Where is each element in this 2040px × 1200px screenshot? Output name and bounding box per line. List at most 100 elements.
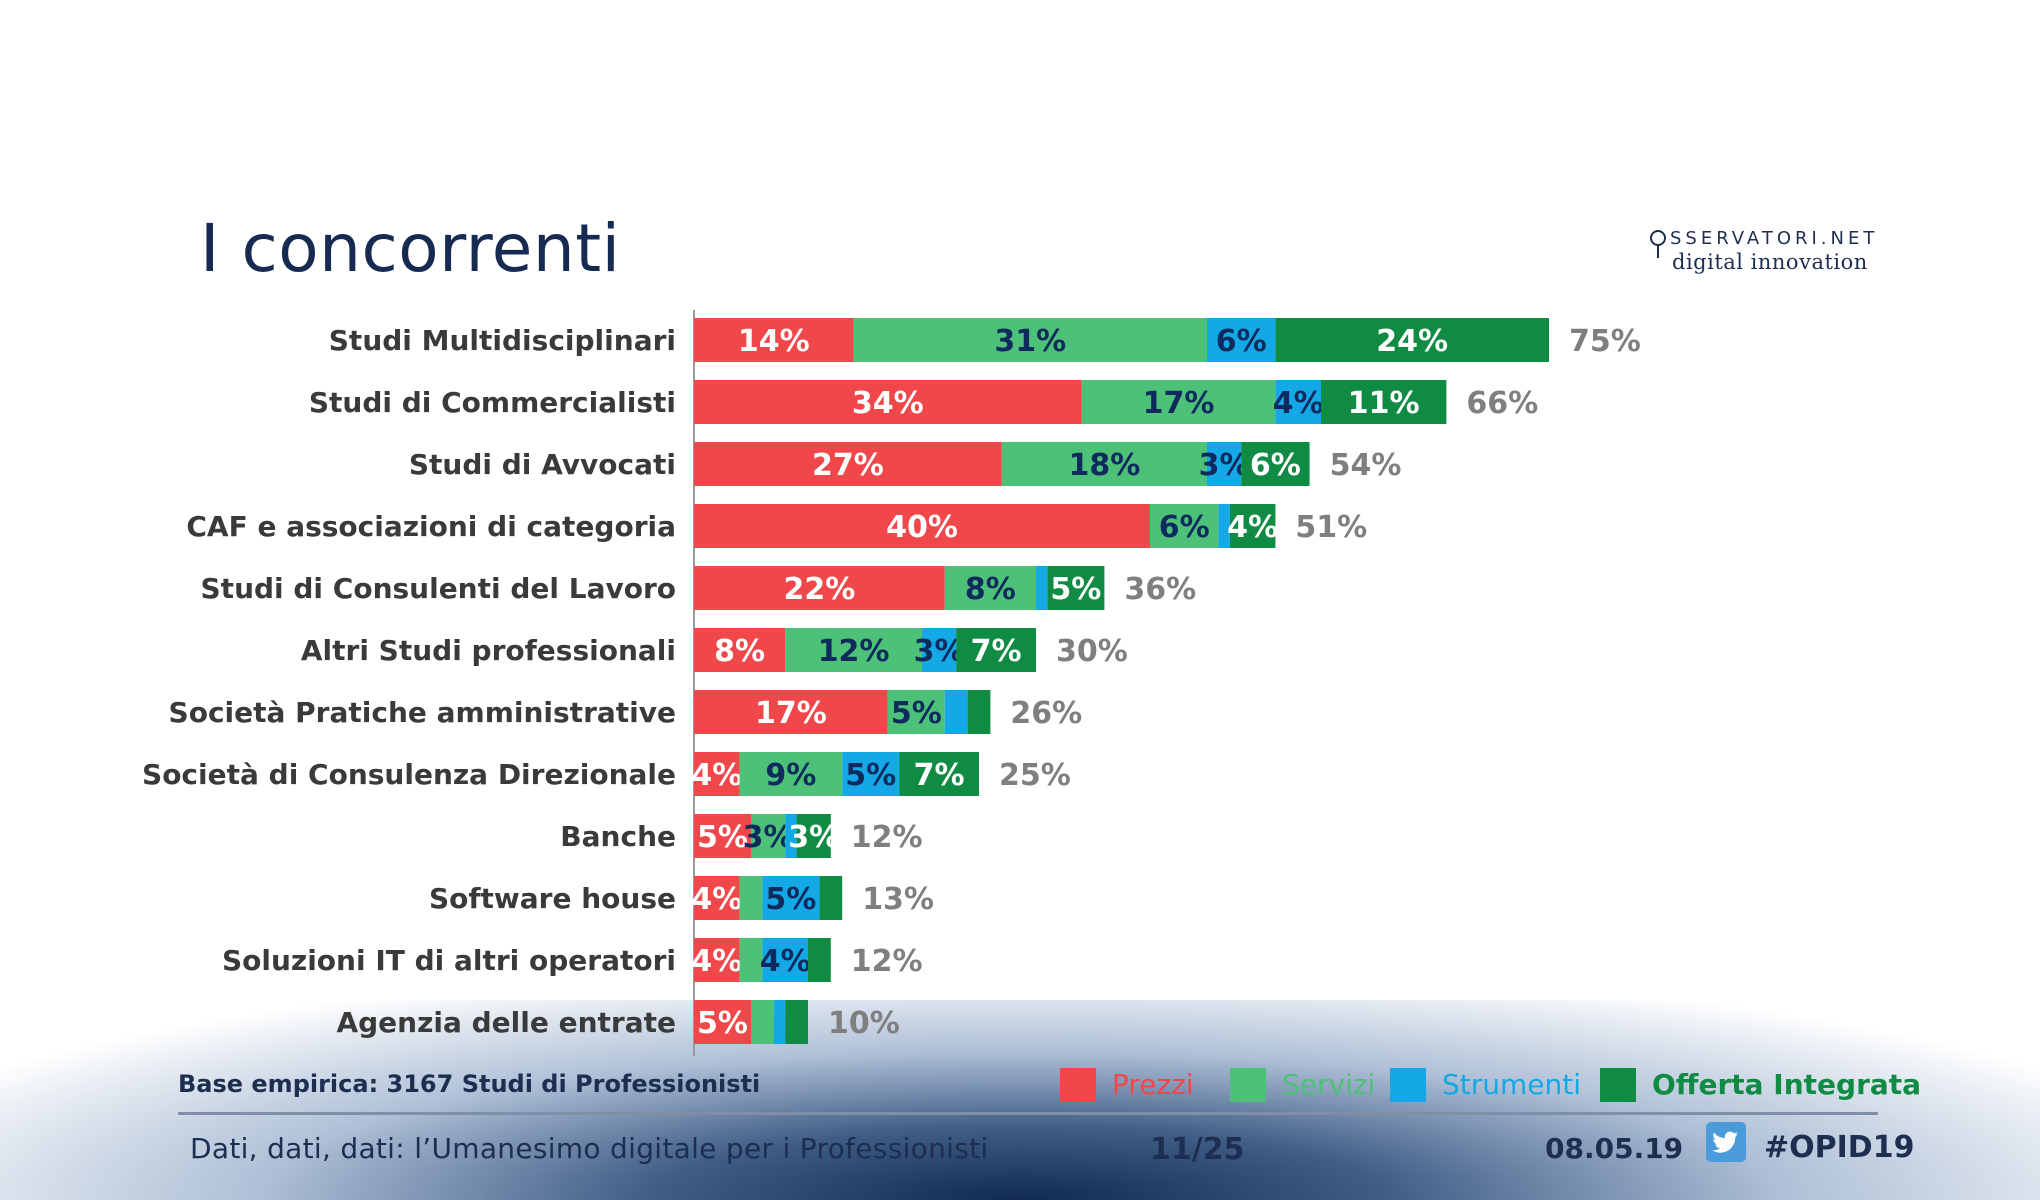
bar-segment bbox=[1036, 566, 1048, 610]
bar-segment bbox=[1081, 380, 1276, 424]
bar-segment bbox=[762, 876, 820, 920]
category-label: CAF e associazioni di categoria bbox=[186, 510, 676, 543]
bar-segment bbox=[739, 938, 763, 982]
segment-value-label: 8% bbox=[965, 572, 1016, 607]
segment-value-label: 12% bbox=[818, 634, 890, 669]
segment-value-label: 7% bbox=[971, 634, 1022, 669]
footer-divider bbox=[178, 1112, 1878, 1115]
osservatori-logo: SSERVATORI.NET digital innovation bbox=[1650, 226, 1880, 296]
segment-value-label: 5% bbox=[765, 882, 816, 917]
segment-value-label: 17% bbox=[1143, 386, 1215, 421]
category-label: Altri Studi professionali bbox=[301, 634, 676, 667]
segment-value-label: 22% bbox=[783, 572, 855, 607]
segment-value-label: 4% bbox=[760, 944, 811, 979]
category-label: Agenzia delle entrate bbox=[336, 1006, 676, 1039]
bar-segment bbox=[819, 876, 843, 920]
segment-value-label: 3% bbox=[788, 820, 839, 855]
segment-value-label: 3% bbox=[1199, 448, 1250, 483]
legend-label-strumenti: Strumenti bbox=[1442, 1068, 1582, 1101]
bar-segment bbox=[887, 690, 945, 734]
bar-segment bbox=[1218, 504, 1230, 548]
segment-value-label: 6% bbox=[1250, 448, 1301, 483]
total-value-label: 12% bbox=[851, 944, 923, 979]
category-label: Società di Consulenza Direzionale bbox=[142, 758, 676, 791]
bar-segment bbox=[694, 752, 740, 796]
page-number: 11/25 bbox=[1150, 1132, 1245, 1167]
footer-background bbox=[0, 1000, 2040, 1200]
bar-segment bbox=[694, 690, 888, 734]
segment-value-label: 17% bbox=[755, 696, 827, 731]
segment-value-label: 5% bbox=[697, 1006, 748, 1041]
category-label: Studi di Commercialisti bbox=[309, 386, 676, 419]
category-label: Soluzioni IT di altri operatori bbox=[222, 944, 676, 977]
bar-segment bbox=[1275, 318, 1549, 362]
legend-swatch-prezzi bbox=[1060, 1068, 1096, 1102]
bar-segment bbox=[1207, 442, 1242, 486]
segment-value-label: 4% bbox=[691, 944, 742, 979]
category-label: Banche bbox=[560, 820, 676, 853]
segment-value-label: 14% bbox=[738, 324, 810, 359]
bar-segment bbox=[1207, 318, 1276, 362]
bar-segment bbox=[1229, 504, 1276, 548]
bar-segment bbox=[967, 690, 991, 734]
segment-value-label: 4% bbox=[1227, 510, 1278, 545]
total-value-label: 30% bbox=[1056, 634, 1128, 669]
bar-segment bbox=[739, 752, 843, 796]
segment-value-label: 18% bbox=[1068, 448, 1140, 483]
bar-segment bbox=[773, 1000, 786, 1044]
bar-segment bbox=[785, 814, 797, 858]
bar-segment bbox=[922, 628, 957, 672]
logo-pin-icon bbox=[1657, 246, 1659, 258]
segment-value-label: 11% bbox=[1348, 386, 1420, 421]
bar-segment bbox=[694, 938, 740, 982]
base-empirica: Base empirica: 3167 Studi di Professioni… bbox=[178, 1070, 761, 1098]
bar-segment bbox=[694, 318, 854, 362]
hashtag: #OPID19 bbox=[1764, 1130, 1915, 1165]
bar-segment bbox=[1321, 380, 1447, 424]
segment-value-label: 31% bbox=[994, 324, 1066, 359]
legend-swatch-servizi bbox=[1230, 1068, 1266, 1102]
bar-segment bbox=[899, 752, 979, 796]
footer-event-title: Dati, dati, dati: l’Umanesimo digitale p… bbox=[190, 1132, 989, 1165]
bar-segment bbox=[751, 1000, 774, 1044]
slide-date: 08.05.19 bbox=[1545, 1132, 1684, 1165]
category-label: Studi Multidisciplinari bbox=[329, 324, 676, 357]
bar-segment bbox=[694, 814, 751, 858]
total-value-label: 51% bbox=[1295, 510, 1367, 545]
segment-value-label: 4% bbox=[691, 882, 742, 917]
bar-segment bbox=[694, 566, 945, 610]
bar-segment bbox=[694, 876, 740, 920]
segment-value-label: 34% bbox=[852, 386, 924, 421]
segment-value-label: 4% bbox=[691, 758, 742, 793]
legend-label-servizi: Servizi bbox=[1282, 1068, 1376, 1101]
bar-segment bbox=[694, 1000, 751, 1044]
segment-value-label: 5% bbox=[845, 758, 896, 793]
bar-segment bbox=[694, 628, 786, 672]
segment-value-label: 27% bbox=[812, 448, 884, 483]
legend-swatch-strumenti bbox=[1390, 1068, 1426, 1102]
segment-value-label: 4% bbox=[1273, 386, 1324, 421]
total-value-label: 36% bbox=[1124, 572, 1196, 607]
total-value-label: 54% bbox=[1330, 448, 1402, 483]
bar-segment bbox=[842, 752, 900, 796]
bar-segment bbox=[694, 442, 1002, 486]
segment-value-label: 6% bbox=[1216, 324, 1267, 359]
total-value-label: 75% bbox=[1569, 324, 1641, 359]
logo-bottom-text: digital innovation bbox=[1672, 250, 1868, 274]
legend-label-prezzi: Prezzi bbox=[1112, 1068, 1194, 1101]
bar-segment bbox=[1275, 380, 1321, 424]
segment-value-label: 3% bbox=[914, 634, 965, 669]
segment-value-label: 7% bbox=[914, 758, 965, 793]
segment-value-label: 5% bbox=[891, 696, 942, 731]
bar-segment bbox=[1241, 442, 1310, 486]
segment-value-label: 3% bbox=[743, 820, 794, 855]
logo-top-text: SSERVATORI.NET bbox=[1670, 228, 1879, 249]
segment-value-label: 40% bbox=[886, 510, 958, 545]
bar-segment bbox=[796, 814, 831, 858]
segment-value-label: 6% bbox=[1159, 510, 1210, 545]
bar-segment bbox=[808, 938, 831, 982]
segment-value-label: 24% bbox=[1376, 324, 1448, 359]
slide-title: I concorrenti bbox=[200, 210, 621, 287]
segment-value-label: 5% bbox=[1050, 572, 1101, 607]
twitter-icon[interactable] bbox=[1706, 1122, 1746, 1162]
